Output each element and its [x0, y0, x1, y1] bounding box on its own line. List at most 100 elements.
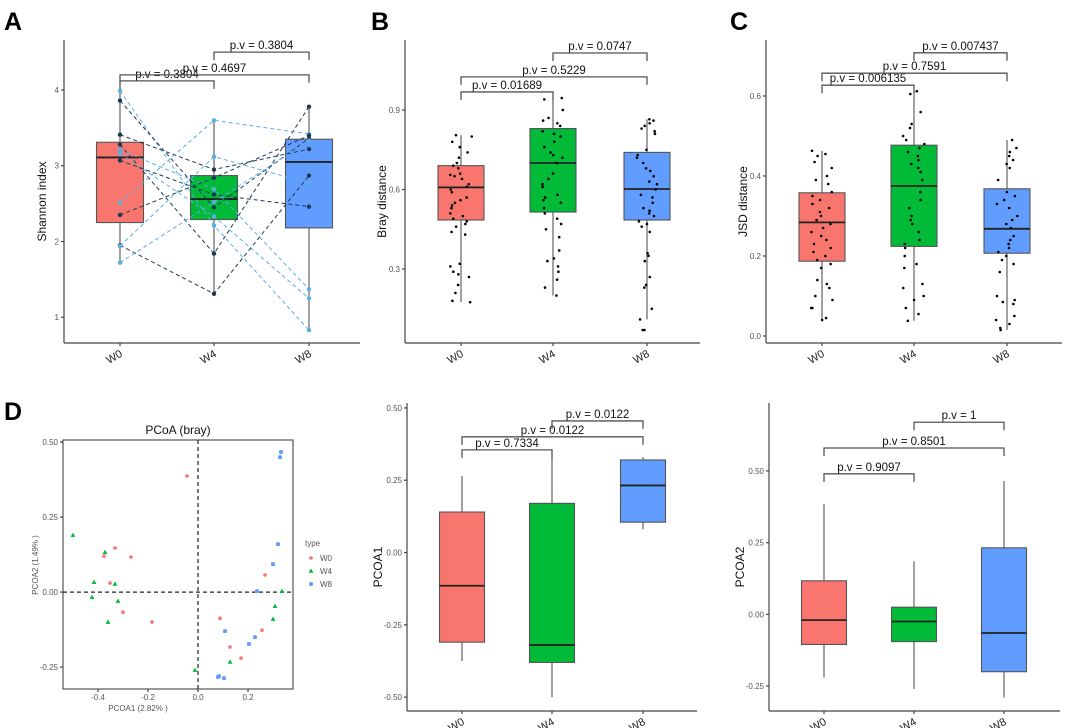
data-point — [653, 132, 657, 136]
data-point — [556, 193, 559, 197]
data-point — [831, 298, 834, 302]
data-point — [643, 259, 647, 263]
data-point — [915, 262, 918, 266]
data-point — [1009, 226, 1013, 230]
data-point — [919, 198, 922, 202]
scatter-point-w4 — [279, 588, 285, 593]
data-point — [637, 220, 641, 223]
x-tick-label: W0 — [808, 716, 828, 728]
data-point — [640, 127, 643, 130]
data-point — [1013, 194, 1017, 198]
chart-title: PCoA (bray) — [145, 423, 210, 437]
data-point — [543, 212, 547, 215]
paired-point — [117, 98, 123, 103]
scatter-point-w4 — [270, 616, 276, 621]
y-tick-label: -0.25 — [40, 663, 59, 672]
data-point — [560, 96, 564, 100]
data-point — [453, 174, 456, 178]
y-tick-label: -0.25 — [384, 621, 403, 630]
data-point — [1013, 314, 1016, 318]
scatter-point-w8 — [271, 562, 275, 567]
data-point — [814, 294, 817, 298]
data-point — [643, 328, 646, 332]
data-point — [1013, 298, 1016, 302]
data-point — [641, 161, 645, 165]
data-point — [652, 214, 656, 218]
paired-point — [117, 132, 123, 137]
scatter-point-w0 — [185, 474, 189, 478]
paired-point — [117, 147, 123, 153]
comparison-bracket — [119, 74, 310, 83]
box-W4 — [528, 502, 576, 663]
data-point — [454, 291, 457, 295]
y-axis-label: PCOA1 — [371, 546, 385, 587]
paired-point — [211, 251, 217, 256]
data-point — [555, 278, 559, 281]
data-point — [821, 226, 825, 230]
y-tick-label: 0.50 — [386, 404, 402, 413]
data-point — [906, 150, 910, 154]
data-point — [903, 242, 907, 246]
paired-point — [306, 204, 312, 209]
data-point — [454, 225, 458, 228]
data-point — [810, 230, 813, 234]
scatter-point-w0 — [239, 656, 243, 660]
data-point — [642, 206, 645, 210]
data-point — [819, 234, 823, 238]
legend-label: W0 — [320, 554, 333, 563]
y-tick-label: -0.25 — [746, 682, 765, 691]
paired-point — [211, 291, 217, 296]
data-point — [829, 222, 832, 226]
data-point — [639, 193, 643, 197]
paired-line — [119, 119, 310, 204]
panel-label-d: D — [4, 398, 22, 426]
data-point — [638, 318, 642, 321]
data-point — [457, 156, 461, 160]
data-point — [1007, 154, 1011, 158]
data-point — [1007, 242, 1010, 246]
legend-label: W8 — [320, 580, 333, 589]
y-tick-label: 1 — [55, 313, 60, 322]
data-point — [917, 230, 921, 234]
data-point — [449, 188, 453, 191]
x-tick-label: W0 — [446, 716, 466, 728]
data-point — [813, 160, 816, 164]
data-point — [1010, 138, 1014, 142]
data-point — [450, 206, 453, 210]
box-W0 — [437, 165, 485, 221]
data-point — [820, 318, 824, 322]
data-point — [556, 265, 560, 268]
data-point — [923, 142, 926, 146]
data-point — [654, 188, 657, 191]
data-point — [1008, 238, 1012, 242]
data-point — [1001, 300, 1005, 304]
paired-point — [306, 138, 312, 143]
data-point — [919, 110, 922, 114]
data-point — [647, 254, 650, 258]
box-W8 — [983, 188, 1031, 254]
data-point — [555, 161, 558, 165]
data-point — [901, 134, 905, 138]
data-point — [453, 201, 457, 205]
scatter-point-w0 — [102, 554, 106, 558]
data-point — [543, 145, 546, 149]
x-tick-label: W8 — [293, 348, 313, 367]
p-value-label: p.v = 0.0122 — [521, 425, 585, 437]
plot-frame — [62, 439, 294, 690]
data-point — [648, 117, 651, 121]
comparison-bracket — [821, 84, 915, 94]
x-tick-label: W8 — [991, 348, 1011, 367]
data-point — [1012, 234, 1015, 238]
data-point — [648, 121, 651, 125]
chart-b: 0.3 0.6 0.9 Bray distance W0 W4 W8 p.v = 0.0168… — [375, 40, 700, 367]
data-point — [468, 300, 472, 304]
data-point — [458, 145, 462, 149]
data-point — [998, 270, 1002, 274]
scatter-point-w0 — [129, 555, 133, 559]
data-point — [819, 266, 823, 270]
data-point — [557, 270, 560, 273]
data-point — [459, 198, 462, 202]
y-axis-label: JSD distance — [736, 166, 750, 237]
paired-point — [211, 154, 217, 159]
y-tick-label: 0.2 — [750, 252, 762, 261]
